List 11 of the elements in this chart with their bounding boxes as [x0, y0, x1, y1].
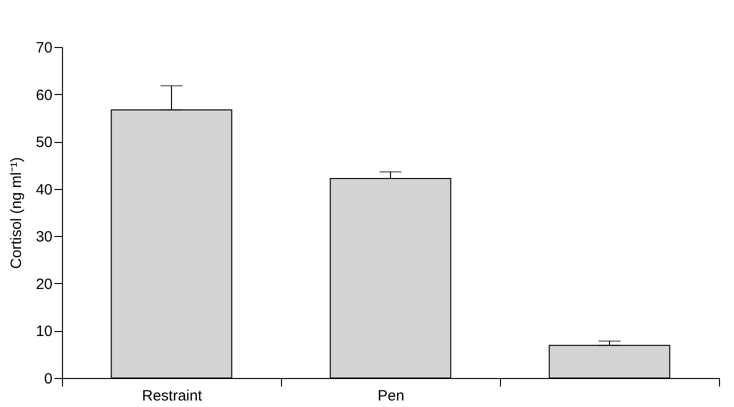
- y-tick-label: 60: [36, 86, 52, 104]
- y-axis-title: Cortisol (ng ml⁻¹): [8, 157, 25, 269]
- y-tick-label: 50: [36, 134, 52, 152]
- x-tick-label: Restraint: [142, 388, 203, 404]
- y-tick-label: 30: [36, 228, 52, 246]
- x-tick-label: Pen: [378, 388, 404, 404]
- y-tick-label: 70: [36, 40, 52, 56]
- y-tick-label: 20: [36, 276, 52, 293]
- y-tick-label: 40: [36, 181, 52, 198]
- y-tick-label: 10: [36, 323, 52, 340]
- y-tick-label: 0: [44, 370, 52, 388]
